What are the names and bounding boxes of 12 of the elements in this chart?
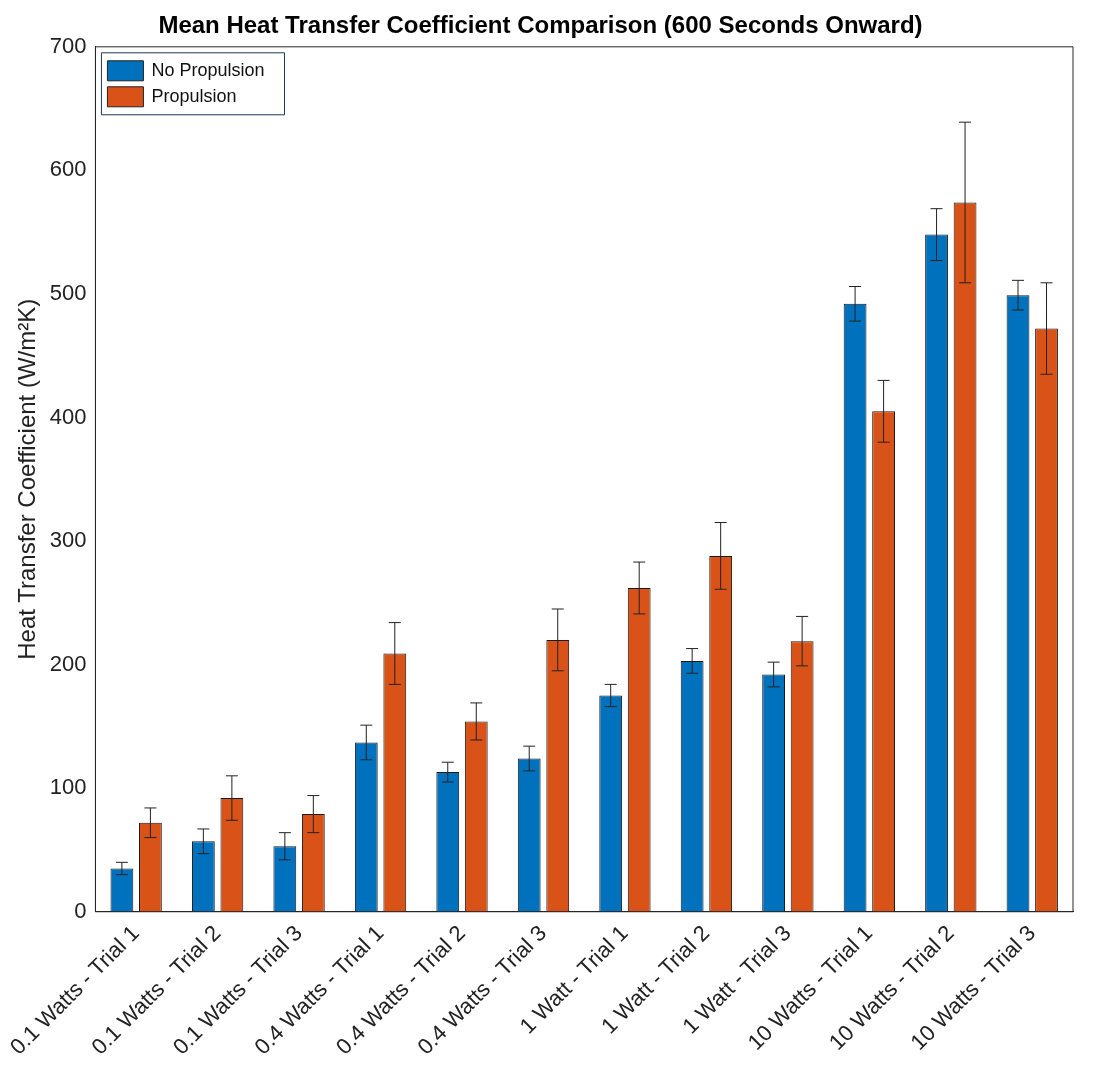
y-tick-label: 0 (74, 897, 87, 923)
y-tick-label: 600 (49, 156, 87, 182)
legend-label: Propulsion (151, 85, 237, 106)
y-tick-label: 500 (49, 279, 87, 305)
y-tick-label: 100 (49, 774, 87, 800)
y-axis-title: Heat Transfer Coefficient (W/m²K) (12, 298, 40, 660)
legend-label: No Propulsion (151, 59, 265, 80)
y-tick-label: 300 (49, 527, 87, 553)
y-tick-label: 200 (49, 650, 87, 676)
y-tick-label: 700 (49, 32, 87, 58)
y-tick-label: 400 (49, 403, 87, 429)
chart-title: Mean Heat Transfer Coefficient Comparison (600 Seconds Onward) (158, 11, 923, 39)
